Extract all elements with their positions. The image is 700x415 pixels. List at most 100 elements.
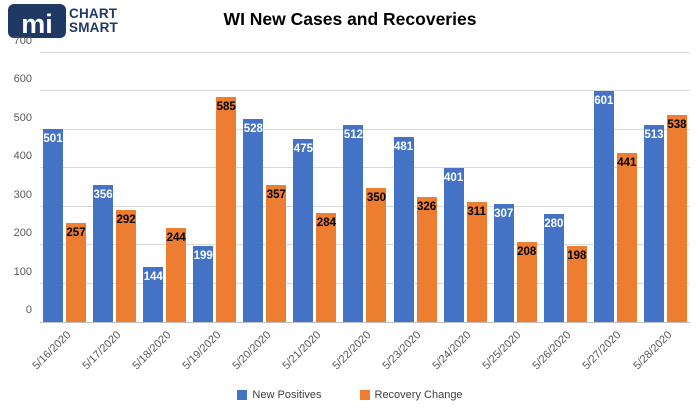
bar-group: 528 357 5/20/2020 xyxy=(230,53,287,372)
bar-recovery-change: 538 xyxy=(666,115,687,322)
bar-value-label: 208 xyxy=(517,246,537,259)
x-axis-tick-label: 5/26/2020 xyxy=(530,329,574,373)
bar-group: 280 198 5/26/2020 xyxy=(531,53,587,372)
y-axis-tick-label: 100 xyxy=(13,265,32,278)
bar-group: 481 326 5/23/2020 xyxy=(380,53,437,372)
bar-value-label: 244 xyxy=(166,232,186,245)
x-axis-tick-label: 5/25/2020 xyxy=(480,329,524,373)
bar-value-label: 292 xyxy=(116,213,136,226)
bar-new-positives: 199 xyxy=(193,245,214,322)
bar-value-label: 475 xyxy=(293,143,313,156)
bar-groups: 501 257 5/16/2020 356 292 5/17/2020 144 244 5/18… xyxy=(30,53,690,372)
legend-item: New Positives xyxy=(237,389,322,401)
bar-new-positives: 501 xyxy=(43,129,63,322)
plot-area: 0 100 200 300 400 500 600 700 501 257 5/16/2020 35… xyxy=(14,35,690,372)
x-axis-tick-label: 5/19/2020 xyxy=(180,329,224,373)
bar-value-label: 356 xyxy=(93,189,113,202)
bar-group: 475 284 5/21/2020 xyxy=(280,53,337,372)
y-axis-tick-label: 500 xyxy=(13,111,32,124)
bar-recovery-change: 311 xyxy=(466,202,487,322)
bar-value-label: 326 xyxy=(416,200,437,213)
gridline xyxy=(40,205,690,207)
logo-monogram: mi xyxy=(21,9,53,39)
bar-group: 513 538 5/28/2020 xyxy=(631,53,687,372)
bar-group: 356 292 5/17/2020 xyxy=(80,53,137,372)
bar-recovery-change: 350 xyxy=(366,187,387,322)
bar-recovery-change: 198 xyxy=(566,245,587,322)
bar-recovery-change: 585 xyxy=(216,97,237,322)
logo-wordmark: CHART SMART xyxy=(69,5,118,35)
y-axis-tick-label: 700 xyxy=(13,35,32,47)
legend-label: New Positives xyxy=(252,389,322,401)
bar-group: 501 257 5/16/2020 xyxy=(30,53,86,372)
bar-new-positives: 481 xyxy=(393,137,414,322)
bar-value-label: 513 xyxy=(644,128,664,141)
logo-line1: CHART xyxy=(69,5,118,21)
bar-value-label: 311 xyxy=(467,206,486,219)
logo-line2: SMART xyxy=(69,20,118,35)
bar-recovery-change: 357 xyxy=(266,184,287,322)
bar-value-label: 284 xyxy=(316,216,336,229)
chartsmart-logo: mi CHART SMART xyxy=(8,4,118,38)
bar-group: 307 208 5/25/2020 xyxy=(481,53,537,372)
bar-group: 144 244 5/18/2020 xyxy=(130,53,187,372)
bar-new-positives: 513 xyxy=(643,124,664,322)
bar-value-label: 280 xyxy=(544,218,564,231)
bar-group: 601 441 5/27/2020 xyxy=(581,53,637,372)
y-axis-tick-label: 600 xyxy=(13,73,32,86)
bar-value-label: 481 xyxy=(393,141,414,154)
x-axis-tick-label: 5/24/2020 xyxy=(430,329,474,373)
bar-group: 199 585 5/19/2020 xyxy=(180,53,237,372)
bar-recovery-change: 257 xyxy=(66,223,86,322)
x-axis-tick-label: 5/27/2020 xyxy=(580,329,624,373)
gridline xyxy=(40,90,690,92)
x-axis-tick-label: 5/28/2020 xyxy=(630,329,674,373)
bar-new-positives: 512 xyxy=(343,125,364,322)
bar-new-positives: 280 xyxy=(543,214,564,322)
legend-swatch-new-positives xyxy=(237,390,248,400)
bar-new-positives: 307 xyxy=(493,204,514,322)
bar-value-label: 501 xyxy=(43,133,63,146)
bar-value-label: 585 xyxy=(216,101,236,114)
bar-new-positives: 528 xyxy=(243,119,264,322)
bar-value-label: 441 xyxy=(617,156,637,169)
bar-new-positives: 144 xyxy=(143,266,164,322)
gridline xyxy=(40,282,690,284)
x-axis-tick-label: 5/18/2020 xyxy=(130,329,174,373)
bar-value-label: 350 xyxy=(366,191,387,204)
bar-value-label: 357 xyxy=(266,188,286,201)
bar-new-positives: 401 xyxy=(443,167,464,322)
legend-item: Recovery Change xyxy=(359,389,463,401)
bar-value-label: 512 xyxy=(343,129,364,142)
bar-recovery-change: 326 xyxy=(416,196,437,322)
bar-group: 401 311 5/24/2020 xyxy=(431,53,487,372)
x-axis-tick-label: 5/16/2020 xyxy=(29,329,73,373)
bar-value-label: 198 xyxy=(567,249,587,262)
bar-value-label: 144 xyxy=(143,270,163,283)
y-axis-tick-label: 200 xyxy=(13,227,32,240)
x-axis-tick-label: 5/21/2020 xyxy=(280,329,324,373)
bar-value-label: 199 xyxy=(193,249,213,262)
bar-value-label: 401 xyxy=(444,171,464,184)
bar-recovery-change: 244 xyxy=(166,228,187,322)
gridline xyxy=(40,167,690,169)
y-axis-tick-label: 300 xyxy=(13,188,32,201)
chart-legend: New Positives Recovery Change xyxy=(0,389,700,401)
bar-group: 512 350 5/22/2020 xyxy=(330,53,387,372)
bar-value-label: 538 xyxy=(667,119,687,132)
x-axis-tick-label: 5/20/2020 xyxy=(230,329,274,373)
bar-new-positives: 356 xyxy=(93,185,114,322)
legend-label: Recovery Change xyxy=(374,389,463,401)
bar-recovery-change: 284 xyxy=(316,212,337,322)
bar-recovery-change: 208 xyxy=(516,242,537,322)
logo-mi-mark: mi xyxy=(8,4,66,38)
y-axis-tick-label: 0 xyxy=(25,304,32,316)
chart-title: WI New Cases and Recoveries xyxy=(223,9,477,29)
bar-recovery-change: 292 xyxy=(116,209,137,322)
bar-value-label: 257 xyxy=(66,227,86,240)
bar-value-label: 307 xyxy=(494,208,514,221)
bar-new-positives: 475 xyxy=(293,139,314,322)
bar-new-positives: 601 xyxy=(593,91,614,322)
legend-swatch-recovery-change xyxy=(359,390,370,400)
bar-value-label: 601 xyxy=(594,95,614,108)
